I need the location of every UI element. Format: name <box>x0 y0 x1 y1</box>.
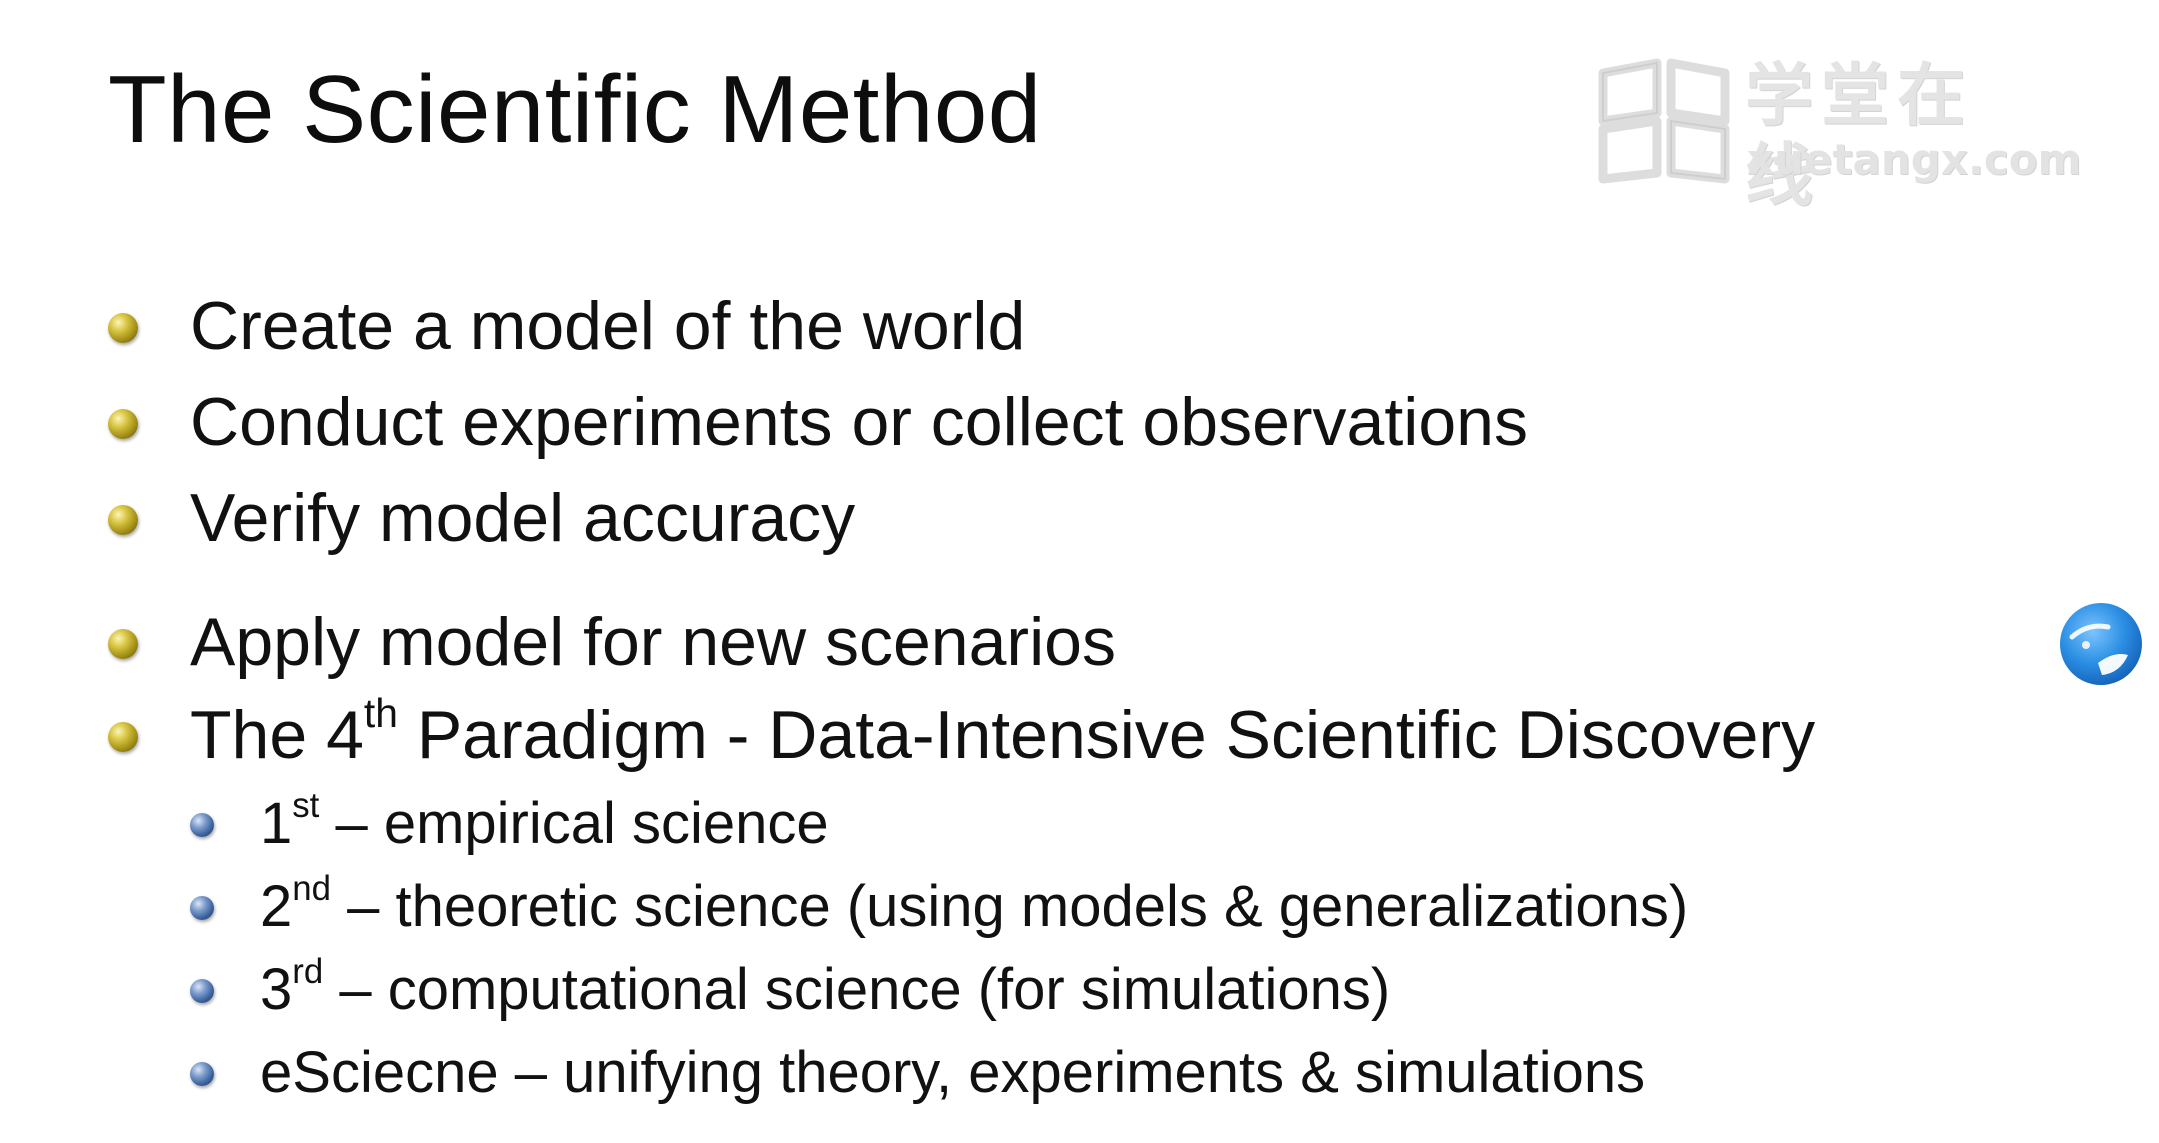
xuetangx-watermark: 学堂在线 xuetangx.com <box>1595 55 2081 216</box>
bullet-text: Apply model for new scenarios <box>190 604 1117 680</box>
slide-title: The Scientific Method <box>108 56 1042 163</box>
sub-bullet-text: eSciecne – unifying theory, experiments … <box>260 1040 1646 1105</box>
sub-bullet-text: 2nd – theoretic science (using models & … <box>260 868 1689 939</box>
gold-bullet-icon <box>108 313 138 343</box>
bullet-text: Conduct experiments or collect observati… <box>190 384 1528 460</box>
sub-bullet-text: 3rd – computational science (for simulat… <box>260 951 1391 1022</box>
blue-bullet-icon <box>190 896 214 920</box>
gold-bullet-icon <box>108 505 138 535</box>
gold-bullet-icon <box>108 629 138 659</box>
gold-bullet-icon <box>108 722 138 752</box>
bullet-text: The 4th Paradigm - Data-Intensive Scient… <box>190 690 1816 773</box>
bullet-text: Create a model of the world <box>190 288 1026 364</box>
blue-bullet-icon <box>190 813 214 837</box>
watermark-domain-text: xuetangx.com <box>1747 135 2082 184</box>
blue-bullet-icon <box>190 1062 214 1086</box>
blue-bullet-icon <box>190 979 214 1003</box>
sub-bullet-text: 1st – empirical science <box>260 785 829 856</box>
open-book-logo-icon <box>1598 58 1730 184</box>
watermark-chinese-text: 学堂在线 <box>1745 57 1974 216</box>
bullet-text: Verify model accuracy <box>190 480 856 556</box>
gold-bullet-icon <box>108 409 138 439</box>
floating-assistant-ball-icon[interactable] <box>2058 601 2144 687</box>
